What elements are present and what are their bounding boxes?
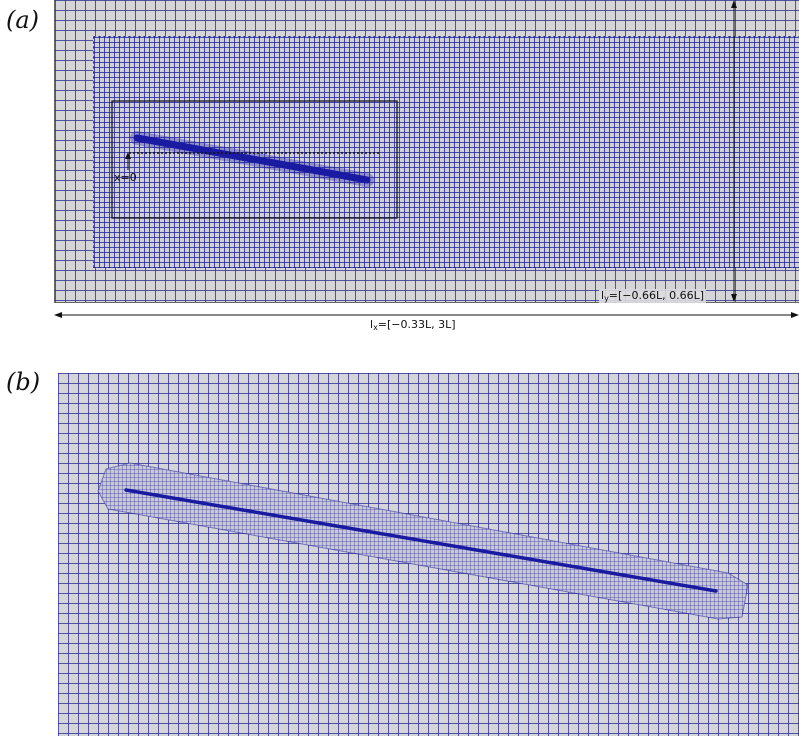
panel-a-overlay [111,0,737,302]
panel-b-overlay [97,462,749,620]
plate-body [133,134,371,184]
x0-label: x=0 [114,171,137,184]
panel-label-a: (a) [6,6,40,34]
ly-prefix: l [601,289,605,302]
mesh-panel-zoomed [58,373,799,736]
plate-body-zoomed [124,488,718,593]
mesh-panel-full-domain [54,0,799,303]
plate-body-halo [130,131,374,187]
lx-sub: x [373,323,378,332]
ly-arrowhead-bottom [731,294,737,302]
lx-prefix: l [370,318,374,331]
ly-sub: y [604,294,609,303]
lx-label: lx=[−0.33L, 3L] [370,318,456,332]
ly-label: ly=[−0.66L, 0.66L] [599,289,707,303]
ly-arrowhead-top [731,0,737,8]
lx-arrowhead-right [791,312,799,318]
lx-rest: =[−0.33L, 3L] [377,318,456,331]
lx-arrowhead-left [54,312,62,318]
zoom-box [111,100,398,219]
panel-label-b: (b) [6,368,41,396]
x0-arrowhead [125,152,131,159]
ly-rest: =[−0.66L, 0.66L] [608,289,705,302]
